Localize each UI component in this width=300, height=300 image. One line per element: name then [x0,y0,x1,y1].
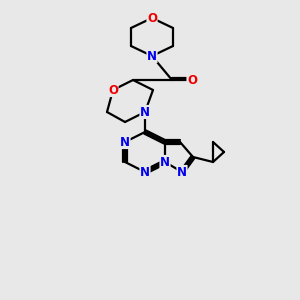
Text: N: N [140,106,150,118]
Text: N: N [120,136,130,148]
Text: O: O [147,11,157,25]
Text: N: N [147,50,157,62]
Text: N: N [140,166,150,178]
Text: N: N [177,166,187,178]
Text: N: N [160,155,170,169]
Text: O: O [187,74,197,86]
Text: O: O [108,83,118,97]
